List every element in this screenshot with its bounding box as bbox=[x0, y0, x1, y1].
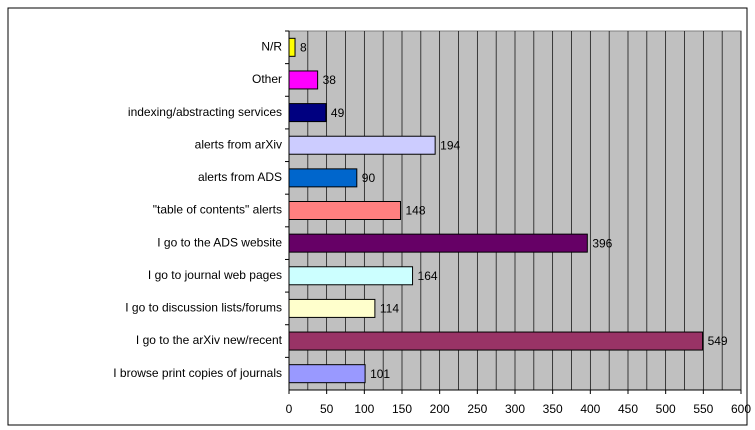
value-label: 8 bbox=[300, 40, 307, 54]
y-tick-label: alerts from arXiv bbox=[195, 137, 282, 151]
value-label: 90 bbox=[362, 171, 376, 185]
value-label: 114 bbox=[380, 302, 399, 316]
value-label: 396 bbox=[592, 236, 612, 250]
bar bbox=[288, 37, 296, 57]
bar bbox=[288, 233, 588, 253]
bar bbox=[288, 364, 366, 384]
x-tick-label: 500 bbox=[656, 402, 676, 416]
x-tick-label: 100 bbox=[354, 402, 374, 416]
y-tick-label: I go to journal web pages bbox=[148, 268, 282, 282]
x-tick-label: 250 bbox=[467, 402, 487, 416]
x-tick-label: 450 bbox=[618, 402, 638, 416]
y-tick-label: N/R bbox=[261, 39, 282, 53]
bar bbox=[288, 266, 414, 286]
x-tick-label: 350 bbox=[543, 402, 563, 416]
x-tick-label: 300 bbox=[505, 402, 525, 416]
y-tick-label: I go to the arXiv new/recent bbox=[136, 333, 283, 347]
bar bbox=[288, 135, 436, 155]
y-tick-label: I go to discussion lists/forums bbox=[125, 301, 282, 315]
y-tick-label: Other bbox=[252, 72, 282, 86]
y-tick-label: alerts from ADS bbox=[198, 170, 282, 184]
bar bbox=[288, 201, 401, 220]
bar bbox=[288, 168, 358, 188]
x-tick-label: 400 bbox=[580, 402, 600, 416]
bar bbox=[288, 103, 327, 123]
x-tick-label: 550 bbox=[693, 402, 713, 416]
y-tick-label: I browse print copies of journals bbox=[113, 366, 282, 380]
x-tick-label: 200 bbox=[430, 402, 450, 416]
y-tick-label: I go to the ADS website bbox=[157, 235, 282, 249]
bar bbox=[288, 70, 319, 90]
value-label: 101 bbox=[370, 367, 390, 381]
value-label: 148 bbox=[405, 204, 425, 218]
value-label: 549 bbox=[708, 334, 728, 348]
value-label: 49 bbox=[331, 106, 345, 120]
value-label: 38 bbox=[323, 73, 337, 87]
x-tick-label: 50 bbox=[320, 402, 334, 416]
x-tick-label: 600 bbox=[731, 402, 751, 416]
x-tick-label: 0 bbox=[286, 402, 293, 416]
y-tick-label: indexing/abstracting services bbox=[128, 105, 282, 119]
bar bbox=[288, 298, 376, 318]
value-label: 194 bbox=[440, 138, 460, 152]
x-tick-label: 150 bbox=[392, 402, 412, 416]
y-tick-label: "table of contents" alerts bbox=[153, 203, 282, 217]
value-label: 164 bbox=[418, 269, 438, 283]
bar bbox=[288, 331, 704, 351]
